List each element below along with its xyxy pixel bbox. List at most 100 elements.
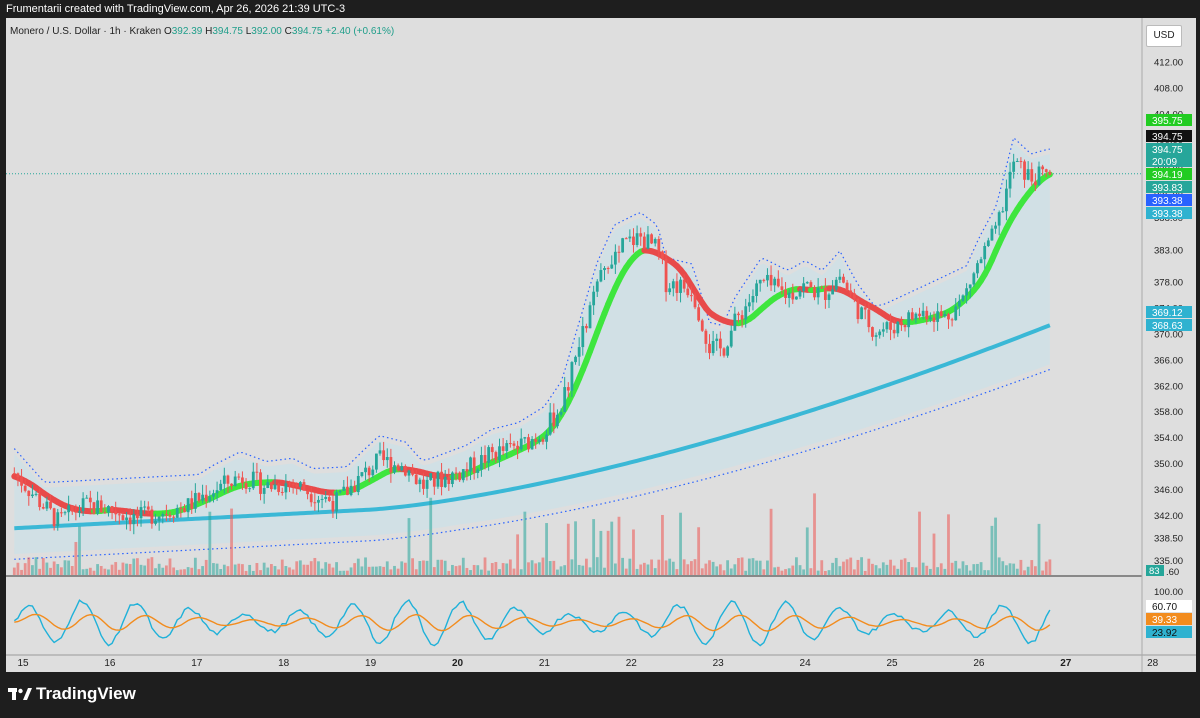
volume-bar: [63, 560, 67, 575]
volume-bar: [295, 561, 299, 575]
volume-bar: [175, 570, 179, 575]
volume-bar: [910, 567, 914, 575]
volume-bar: [813, 493, 816, 575]
volume-bar: [27, 557, 31, 575]
y-tick-label: 350.00: [1154, 459, 1183, 470]
currency-button[interactable]: USD: [1146, 25, 1182, 47]
volume-bar: [331, 567, 335, 575]
volume-bar: [154, 568, 157, 575]
candle-body: [682, 279, 686, 289]
volume-bar: [277, 569, 281, 575]
volume-bar: [816, 570, 820, 575]
candle-body: [907, 312, 911, 328]
candle-body: [961, 295, 965, 301]
close-value: 394.75: [291, 26, 323, 37]
candle-body: [722, 348, 726, 356]
candle-body: [215, 490, 219, 494]
volume-bar: [360, 566, 364, 575]
candle-body: [259, 472, 262, 494]
candle-body: [990, 228, 994, 241]
volume-bar: [487, 570, 491, 575]
volume-bar: [650, 559, 653, 575]
candle-body: [613, 251, 617, 265]
volume-bar: [110, 564, 114, 575]
price-chart-svg[interactable]: 335.00 338.50 342.00 346.00 350.00 354.00 358.…: [6, 18, 1196, 672]
chart-area[interactable]: 335.00 338.50 342.00 346.00 350.00 354.00 358.…: [6, 18, 1196, 672]
volume-bar: [204, 559, 208, 575]
x-tick-label: 18: [278, 658, 290, 669]
close-label: C: [284, 26, 292, 37]
candle-body: [498, 446, 501, 460]
x-tick-label: 19: [365, 658, 377, 669]
tradingview-brand[interactable]: TradingView: [36, 684, 136, 703]
volume-bar: [498, 569, 501, 575]
candle-body: [349, 485, 353, 496]
candle-body: [31, 494, 34, 497]
volume-bar: [146, 558, 150, 575]
volume-bar: [863, 570, 867, 575]
candle-body: [885, 322, 889, 330]
candle-body: [997, 212, 1001, 226]
candle-body: [12, 473, 16, 475]
candle-body: [20, 477, 23, 486]
candle-body: [943, 314, 947, 317]
volume-bar: [393, 565, 396, 575]
volume-bar: [483, 557, 487, 575]
candle-body: [41, 507, 45, 509]
volume-bar: [251, 570, 255, 575]
candle-body: [726, 346, 730, 356]
candle-body: [295, 484, 299, 487]
candle-body: [1019, 161, 1023, 163]
candle-body: [642, 236, 646, 249]
volume-bar: [860, 557, 863, 575]
osc-label-text: 39.33: [1152, 615, 1177, 626]
candle-body: [747, 302, 751, 307]
candle-body: [831, 289, 835, 295]
band-fill: [14, 142, 1050, 555]
candle-body: [954, 306, 958, 321]
candle-body: [679, 279, 682, 293]
candle-body: [269, 482, 273, 490]
volume-bar: [20, 569, 23, 575]
y-tick-label: 370.00: [1154, 329, 1183, 340]
price-label-box: [1146, 319, 1192, 331]
candle-body: [1023, 161, 1026, 180]
volume-bar: [939, 563, 943, 575]
volume-bar: [161, 567, 165, 575]
candle-body: [461, 469, 465, 481]
high-value: 394.75: [212, 26, 243, 37]
volume-bar: [186, 567, 190, 575]
volume-bar: [766, 560, 769, 575]
candle-body: [63, 512, 67, 514]
volume-bar: [349, 567, 353, 575]
candle-body: [99, 500, 103, 513]
y-tick-label: 358.00: [1154, 407, 1183, 418]
volume-bar: [132, 558, 136, 575]
volume-bar: [574, 521, 577, 575]
x-tick-label: 27: [1060, 658, 1072, 669]
volume-bar: [291, 569, 295, 575]
volume-bar: [107, 569, 110, 575]
candle-body: [168, 514, 172, 517]
x-tick-label: 16: [104, 658, 116, 669]
volume-bar: [309, 561, 313, 575]
volume-bar: [407, 518, 411, 575]
candle-body: [976, 263, 979, 274]
volume-bar: [422, 560, 425, 575]
candle-body: [1044, 169, 1048, 172]
volume-bar: [559, 566, 563, 575]
volume-bar: [729, 568, 733, 575]
candle-body: [632, 236, 635, 246]
candle-body: [132, 513, 136, 525]
volume-bar: [878, 568, 882, 575]
candle-body: [798, 290, 802, 297]
candle-body: [914, 313, 918, 320]
candle-body: [896, 321, 900, 334]
candle-body: [121, 515, 125, 521]
candle-body: [175, 508, 179, 518]
volume-bar: [632, 529, 635, 575]
candle-body: [527, 437, 530, 450]
volume-bar: [255, 563, 259, 575]
volume-bar: [327, 563, 331, 575]
candle-body: [38, 493, 42, 508]
